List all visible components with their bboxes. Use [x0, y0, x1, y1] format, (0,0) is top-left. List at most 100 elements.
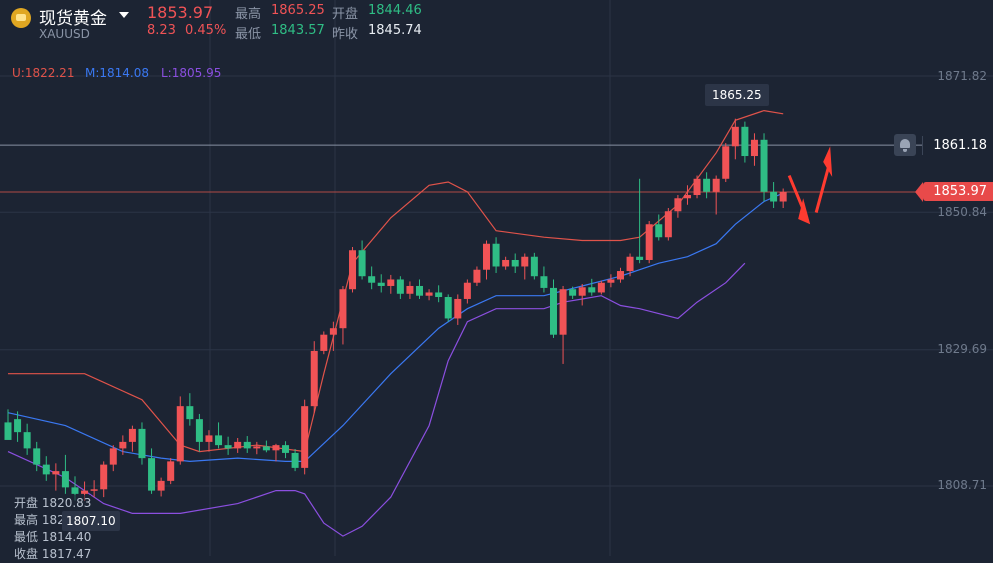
crosshair-close: 收盘 1817.47 [14, 547, 92, 561]
candle-body [588, 287, 596, 293]
symbol-title[interactable]: 现货黄金 [39, 9, 107, 29]
candle-body [731, 126, 739, 147]
candle-body [128, 428, 136, 442]
candle-body [511, 259, 519, 267]
candle-body [329, 328, 337, 335]
candle-body [693, 178, 701, 196]
price-change: 8.23 [147, 23, 176, 38]
candle-body [119, 441, 127, 449]
candle-body [559, 289, 567, 335]
candle-body [454, 298, 462, 319]
candle-body [435, 292, 443, 298]
prev-close-value: 1845.74 [368, 23, 422, 38]
candle-body [636, 256, 644, 260]
candle-body [81, 490, 89, 494]
candle-body [425, 292, 433, 296]
candle-body [4, 422, 12, 440]
crosshair-open: 开盘 1820.83 [14, 496, 92, 510]
candle-body [416, 285, 424, 296]
candle-body [339, 289, 347, 329]
candle-body [262, 446, 270, 451]
candle-body [71, 487, 79, 494]
candle-body [52, 471, 60, 475]
boll-lower-band [7, 262, 746, 537]
current-price: 1853.97 [147, 3, 214, 22]
candle-body [205, 435, 213, 442]
candle-body [406, 285, 414, 294]
candle-body [100, 464, 108, 490]
candle-body [358, 250, 366, 277]
candle-body [549, 287, 557, 335]
y-tick-label: 1829.69 [937, 342, 987, 356]
candle-body [109, 448, 117, 465]
candle-body [540, 276, 548, 288]
candle-body [483, 243, 490, 270]
candle-body [616, 271, 624, 280]
open-label: 开盘 [332, 7, 359, 22]
candle-body [760, 139, 768, 192]
boll-upper-band [8, 109, 784, 453]
symbol-code: XAUUSD [39, 27, 90, 41]
dropdown-arrow-icon[interactable] [119, 12, 129, 18]
candle-body [90, 489, 98, 491]
line-price-tag[interactable]: 1861.18 [922, 136, 993, 155]
candle-body [712, 178, 720, 192]
candle-body [14, 419, 22, 433]
candle-body [291, 452, 299, 468]
y-tick-label: 1808.71 [937, 478, 987, 492]
candle-body [272, 445, 280, 451]
candle-body [626, 256, 634, 272]
candle-body [492, 243, 500, 267]
candle-body [645, 224, 653, 260]
open-value: 1844.46 [368, 3, 422, 18]
candle-body [530, 256, 538, 277]
candle-body [282, 445, 290, 453]
candle-body [683, 195, 691, 199]
boll-upper-value: U:1822.21 [12, 66, 75, 80]
low-value: 1843.57 [271, 23, 325, 38]
candle-body [157, 480, 165, 491]
candle-body [186, 406, 194, 420]
bell-icon[interactable] [894, 134, 916, 156]
candle-body [368, 276, 376, 283]
candle-body [770, 191, 778, 202]
candle-body [176, 406, 184, 462]
current-price-tag: 1853.97 [915, 182, 993, 202]
candle-body [349, 250, 357, 290]
candle-body [387, 279, 395, 286]
price-change-percent: 0.45% [185, 23, 227, 38]
candle-body [224, 445, 232, 449]
candle-body [607, 279, 615, 283]
candle-body [61, 471, 69, 488]
candle-body [301, 406, 309, 468]
candle-body [243, 441, 251, 449]
candle-body [597, 282, 605, 293]
candle-body [664, 211, 672, 238]
crosshair-low: 最低 1814.40 [14, 530, 92, 544]
peak-price-label: 1865.25 [705, 84, 769, 106]
boll-lower-value: L:1805.95 [161, 66, 222, 80]
candle-body [23, 432, 31, 449]
candle-body [779, 191, 787, 202]
candle-body [148, 458, 156, 491]
candle-body [320, 334, 328, 351]
candle-body [444, 297, 452, 319]
low-label: 最低 [235, 27, 262, 42]
up-arrow-head [823, 146, 833, 177]
candle-body [167, 461, 175, 481]
candle-body [521, 256, 529, 267]
candle-body [310, 350, 318, 407]
candle-body [674, 198, 682, 212]
candle-body [33, 448, 41, 465]
candle-body [138, 428, 146, 459]
candle-body [377, 282, 385, 286]
y-tick-label: 1850.84 [937, 205, 987, 219]
crosshair-high: 最高 182 [14, 513, 65, 527]
candle-body [750, 139, 758, 157]
candle-body [234, 441, 242, 449]
up-arrow-annotation [814, 164, 831, 213]
boll-middle-band [7, 192, 784, 463]
candle-body [42, 464, 50, 475]
candle-body [741, 126, 749, 157]
